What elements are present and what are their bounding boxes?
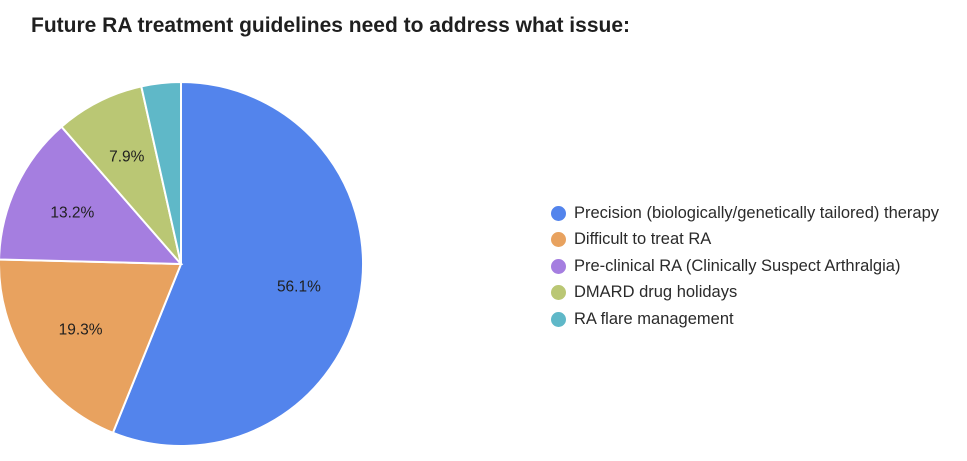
chart-title: Future RA treatment guidelines need to a… — [31, 14, 631, 37]
legend: Precision (biologically/genetically tail… — [551, 200, 939, 333]
legend-item-precision-therapy: Precision (biologically/genetically tail… — [551, 200, 939, 227]
legend-item-pre-clinical-ra: Pre-clinical RA (Clinically Suspect Arth… — [551, 253, 939, 280]
legend-swatch — [551, 232, 566, 248]
legend-label: Precision (biologically/genetically tail… — [574, 203, 940, 222]
slice-value-label: 56.1% — [277, 278, 321, 295]
legend-item-difficult-to-treat: Difficult to treat RA — [551, 227, 939, 254]
pie-slice — [0, 258, 183, 435]
legend-label: Pre-clinical RA (Clinically Suspect Arth… — [574, 256, 901, 275]
legend-item-dmard-drug-holidays: DMARD drug holidays — [551, 280, 939, 307]
slice-value-label: 13.2% — [50, 204, 94, 221]
pie-slice — [111, 80, 364, 447]
legend-swatch — [551, 311, 566, 327]
legend-label: DMARD drug holidays — [574, 283, 738, 302]
legend-swatch — [551, 205, 566, 221]
slice-value-label: 7.9% — [109, 148, 145, 165]
pie-slice — [140, 80, 182, 265]
pie-slice — [0, 125, 184, 266]
legend-swatch — [551, 285, 566, 301]
legend-label: RA flare management — [574, 309, 734, 328]
legend-item-ra-flare-management: RA flare management — [551, 306, 939, 333]
legend-label: Difficult to treat RA — [574, 230, 712, 249]
legend-swatch — [551, 258, 566, 274]
slice-value-label: 19.3% — [59, 321, 103, 338]
